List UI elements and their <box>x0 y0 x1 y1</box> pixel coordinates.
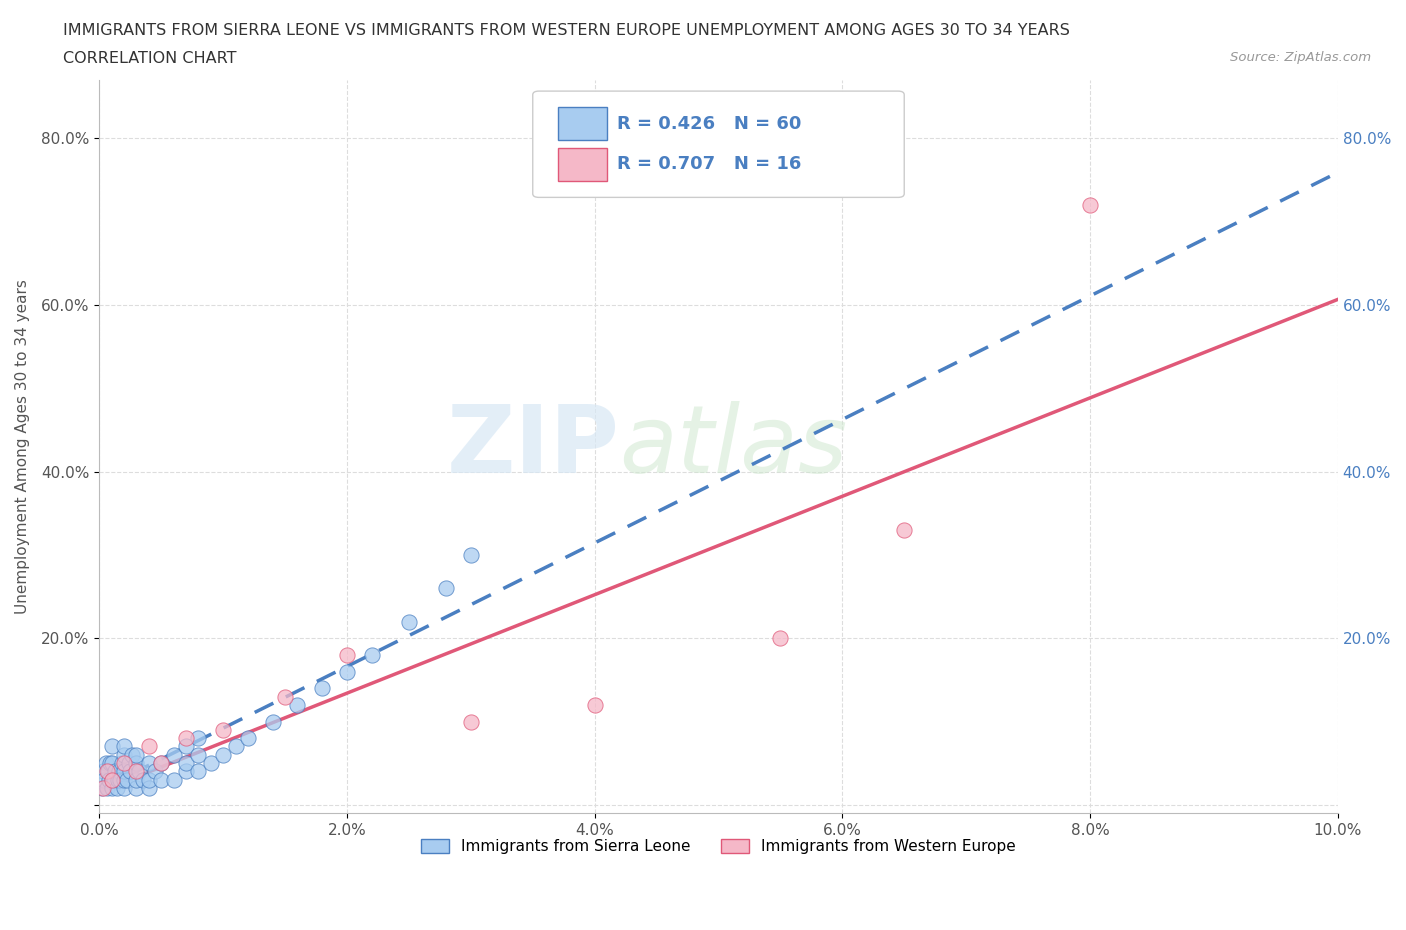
Immigrants from Western Europe <box>769 631 792 645</box>
Text: R = 0.426   N = 60: R = 0.426 N = 60 <box>617 115 801 133</box>
Immigrants from Sierra Leone <box>97 764 120 779</box>
Immigrants from Sierra Leone <box>187 748 209 763</box>
Immigrants from Sierra Leone <box>187 764 209 779</box>
Immigrants from Sierra Leone <box>108 764 131 779</box>
Immigrants from Western Europe <box>112 756 135 771</box>
Immigrants from Sierra Leone <box>112 773 135 788</box>
Immigrants from Sierra Leone <box>150 773 173 788</box>
Immigrants from Sierra Leone <box>311 681 333 696</box>
Immigrants from Sierra Leone <box>104 764 127 779</box>
Immigrants from Sierra Leone <box>236 731 259 746</box>
Immigrants from Sierra Leone <box>150 756 173 771</box>
Immigrants from Sierra Leone <box>105 780 128 795</box>
Immigrants from Sierra Leone <box>138 773 160 788</box>
Immigrants from Sierra Leone <box>93 773 115 788</box>
Immigrants from Sierra Leone <box>125 756 148 771</box>
Immigrants from Sierra Leone <box>100 773 122 788</box>
Immigrants from Sierra Leone <box>100 739 122 754</box>
Immigrants from Sierra Leone <box>360 647 382 662</box>
Immigrants from Sierra Leone <box>112 748 135 763</box>
Immigrants from Sierra Leone <box>200 756 222 771</box>
Immigrants from Sierra Leone <box>162 773 184 788</box>
Immigrants from Sierra Leone <box>100 756 122 771</box>
Immigrants from Sierra Leone <box>162 748 184 763</box>
FancyBboxPatch shape <box>533 91 904 197</box>
Immigrants from Sierra Leone <box>100 780 122 795</box>
Text: R = 0.707   N = 16: R = 0.707 N = 16 <box>617 155 801 173</box>
Immigrants from Sierra Leone <box>398 614 420 629</box>
Immigrants from Sierra Leone <box>111 756 134 771</box>
Immigrants from Sierra Leone <box>336 664 359 679</box>
Immigrants from Sierra Leone <box>143 764 166 779</box>
Immigrants from Western Europe <box>274 689 297 704</box>
Immigrants from Sierra Leone <box>112 764 135 779</box>
Immigrants from Sierra Leone <box>212 748 235 763</box>
Immigrants from Sierra Leone <box>125 773 148 788</box>
Immigrants from Western Europe <box>174 731 197 746</box>
Immigrants from Western Europe <box>460 714 482 729</box>
Legend: Immigrants from Sierra Leone, Immigrants from Western Europe: Immigrants from Sierra Leone, Immigrants… <box>415 833 1022 860</box>
Text: Source: ZipAtlas.com: Source: ZipAtlas.com <box>1230 51 1371 64</box>
Immigrants from Sierra Leone <box>120 764 142 779</box>
Immigrants from Sierra Leone <box>90 780 112 795</box>
Immigrants from Sierra Leone <box>121 748 143 763</box>
Immigrants from Western Europe <box>138 739 160 754</box>
Immigrants from Western Europe <box>150 756 173 771</box>
Immigrants from Sierra Leone <box>125 780 148 795</box>
Immigrants from Western Europe <box>583 698 606 712</box>
Immigrants from Sierra Leone <box>138 780 160 795</box>
Immigrants from Western Europe <box>100 773 122 788</box>
Immigrants from Sierra Leone <box>100 756 122 771</box>
Immigrants from Sierra Leone <box>131 773 153 788</box>
Immigrants from Sierra Leone <box>460 548 482 563</box>
Immigrants from Sierra Leone <box>103 773 125 788</box>
Bar <box>558 148 607 180</box>
Text: CORRELATION CHART: CORRELATION CHART <box>63 51 236 66</box>
Immigrants from Sierra Leone <box>174 739 197 754</box>
Immigrants from Western Europe <box>893 523 915 538</box>
Immigrants from Western Europe <box>96 764 118 779</box>
Immigrants from Sierra Leone <box>107 773 129 788</box>
Immigrants from Sierra Leone <box>138 756 160 771</box>
Immigrants from Sierra Leone <box>187 731 209 746</box>
Bar <box>558 107 607 140</box>
Immigrants from Sierra Leone <box>115 773 138 788</box>
Immigrants from Sierra Leone <box>287 698 309 712</box>
Immigrants from Sierra Leone <box>98 773 121 788</box>
Immigrants from Western Europe <box>91 780 114 795</box>
Immigrants from Western Europe <box>212 723 235 737</box>
Immigrants from Sierra Leone <box>225 739 247 754</box>
Immigrants from Sierra Leone <box>96 780 118 795</box>
Immigrants from Sierra Leone <box>262 714 284 729</box>
Immigrants from Sierra Leone <box>174 756 197 771</box>
Immigrants from Sierra Leone <box>118 756 141 771</box>
Immigrants from Sierra Leone <box>128 764 150 779</box>
Immigrants from Western Europe <box>1078 197 1101 212</box>
Text: atlas: atlas <box>620 401 848 492</box>
Immigrants from Sierra Leone <box>91 764 114 779</box>
Immigrants from Sierra Leone <box>174 764 197 779</box>
Immigrants from Sierra Leone <box>112 739 135 754</box>
Immigrants from Western Europe <box>336 647 359 662</box>
Immigrants from Sierra Leone <box>112 780 135 795</box>
Immigrants from Sierra Leone <box>110 773 132 788</box>
Immigrants from Sierra Leone <box>434 580 457 595</box>
Text: ZIP: ZIP <box>447 401 620 493</box>
Immigrants from Sierra Leone <box>94 756 117 771</box>
Text: IMMIGRANTS FROM SIERRA LEONE VS IMMIGRANTS FROM WESTERN EUROPE UNEMPLOYMENT AMON: IMMIGRANTS FROM SIERRA LEONE VS IMMIGRAN… <box>63 23 1070 38</box>
Immigrants from Western Europe <box>125 764 148 779</box>
Immigrants from Sierra Leone <box>125 748 148 763</box>
Y-axis label: Unemployment Among Ages 30 to 34 years: Unemployment Among Ages 30 to 34 years <box>15 279 30 614</box>
